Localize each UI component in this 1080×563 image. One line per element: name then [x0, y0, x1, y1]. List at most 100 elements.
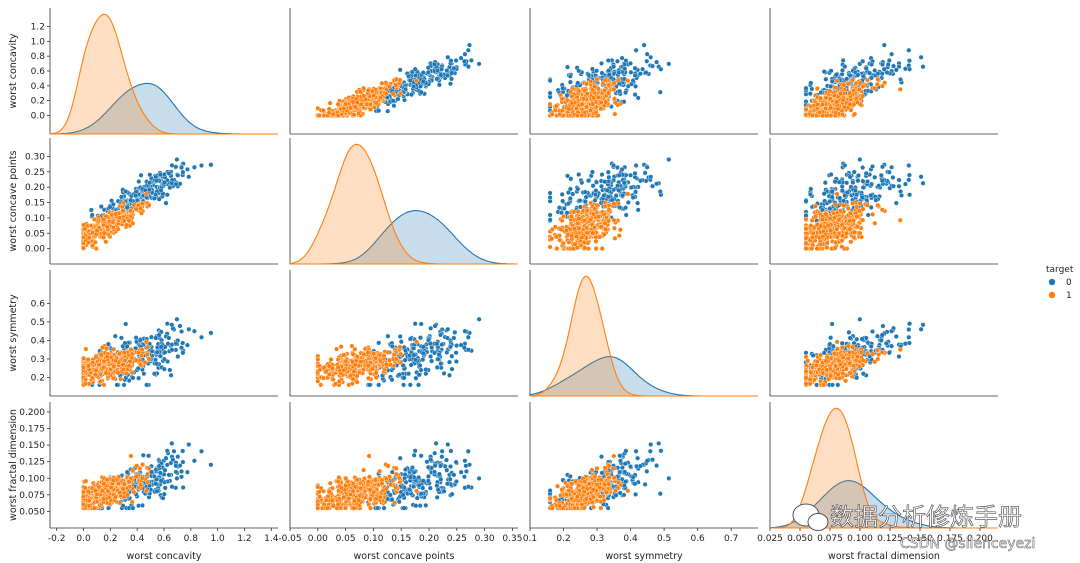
scatter-point-class-0	[594, 68, 600, 74]
scatter-point-class-0	[420, 357, 426, 363]
scatter-point-class-1	[383, 362, 389, 368]
kde-class-1	[49, 13, 278, 135]
scatter-point-class-0	[178, 165, 184, 171]
scatter-point-class-1	[80, 234, 86, 240]
scatter-point-class-1	[611, 80, 617, 86]
scatter-point-class-1	[828, 228, 834, 234]
scatter-point-class-1	[559, 218, 565, 224]
scatter-point-class-1	[827, 215, 833, 221]
scatter-point-class-0	[605, 58, 611, 64]
scatter-point-class-0	[138, 172, 144, 178]
scatter-point-class-1	[584, 81, 590, 87]
scatter-point-class-1	[606, 82, 612, 88]
scatter-point-class-0	[420, 70, 426, 76]
scatter-point-class-0	[640, 66, 646, 72]
scatter-point-class-0	[561, 205, 567, 211]
scatter-point-class-0	[657, 89, 663, 95]
scatter-point-class-1	[879, 207, 885, 213]
scatter-point-class-1	[101, 230, 107, 236]
scatter-point-class-1	[850, 77, 856, 83]
scatter-point-class-0	[829, 78, 835, 84]
scatter-point-class-0	[465, 47, 471, 53]
scatter-point-class-0	[153, 335, 159, 341]
scatter-point-class-1	[338, 344, 344, 350]
scatter-point-class-0	[417, 363, 423, 369]
scatter-point-class-0	[881, 42, 887, 48]
y-tick-label: 0.8	[31, 52, 46, 62]
scatter-point-class-0	[420, 344, 426, 350]
scatter-point-class-1	[617, 227, 623, 233]
scatter-point-class-1	[113, 211, 119, 217]
scatter-point-class-0	[445, 326, 451, 332]
scatter-point-class-0	[658, 66, 664, 72]
scatter-point-class-0	[180, 350, 186, 356]
scatter-point-class-0	[191, 328, 197, 334]
scatter-point-class-0	[575, 80, 581, 86]
scatter-point-class-1	[547, 244, 553, 250]
scatter-point-class-1	[853, 80, 859, 86]
scatter-point-class-1	[591, 95, 597, 101]
scatter-point-class-0	[98, 204, 104, 210]
scatter-point-class-1	[326, 110, 332, 116]
scatter-point-class-0	[632, 92, 638, 98]
scatter-point-class-0	[868, 192, 874, 198]
scatter-point-class-1	[813, 214, 819, 220]
scatter-point-class-1	[803, 112, 809, 118]
scatter-point-class-0	[420, 350, 426, 356]
scatter-point-class-0	[164, 321, 170, 327]
panel-1-2	[529, 138, 758, 265]
scatter-point-class-1	[135, 350, 141, 356]
scatter-point-class-1	[356, 110, 362, 116]
scatter-point-class-0	[625, 199, 631, 205]
scatter-point-class-0	[451, 335, 457, 341]
scatter-point-class-0	[439, 342, 445, 348]
scatter-point-class-0	[650, 63, 656, 69]
scatter-point-class-1	[834, 339, 840, 345]
scatter-point-class-1	[574, 245, 580, 251]
scatter-point-class-1	[145, 344, 151, 350]
scatter-point-class-0	[429, 358, 435, 364]
scatter-point-class-0	[906, 334, 912, 340]
scatter-point-class-0	[389, 377, 395, 383]
scatter-point-class-1	[146, 356, 152, 362]
scatter-point-class-1	[625, 191, 631, 197]
scatter-point-class-0	[376, 382, 382, 388]
scatter-point-class-0	[163, 200, 169, 206]
scatter-point-class-0	[601, 192, 607, 198]
scatter-point-class-1	[840, 232, 846, 238]
scatter-point-class-1	[390, 91, 396, 97]
scatter-point-class-0	[448, 81, 454, 87]
scatter-point-class-0	[121, 382, 127, 388]
scatter-point-class-0	[860, 184, 866, 190]
scatter-point-class-0	[449, 76, 455, 82]
scatter-point-class-0	[385, 108, 391, 114]
scatter-point-class-0	[844, 76, 850, 82]
scatter-point-class-1	[393, 82, 399, 88]
y-tick-label: 0.5	[31, 318, 45, 328]
scatter-point-class-0	[89, 212, 95, 218]
scatter-point-class-1	[823, 95, 829, 101]
scatter-point-class-0	[151, 195, 157, 201]
scatter-point-class-0	[632, 65, 638, 71]
scatter-point-class-1	[354, 354, 360, 360]
scatter-point-class-0	[186, 174, 192, 180]
scatter-point-class-1	[870, 351, 876, 357]
scatter-point-class-1	[814, 86, 820, 92]
scatter-point-class-0	[859, 336, 865, 342]
scatter-point-class-0	[648, 174, 654, 180]
scatter-point-class-0	[844, 180, 850, 186]
y-tick-label: 0.2	[31, 373, 45, 383]
scatter-point-class-1	[803, 226, 809, 232]
scatter-point-class-1	[351, 368, 357, 374]
scatter-point-class-0	[836, 179, 842, 185]
scatter-point-class-1	[603, 226, 609, 232]
scatter-point-class-1	[144, 352, 150, 358]
scatter-point-class-1	[343, 101, 349, 107]
scatter-point-class-0	[436, 352, 442, 358]
scatter-point-class-0	[855, 178, 861, 184]
scatter-point-class-1	[595, 214, 601, 220]
scatter-point-class-0	[867, 70, 873, 76]
scatter-point-class-0	[451, 65, 457, 71]
scatter-point-class-1	[85, 239, 91, 245]
